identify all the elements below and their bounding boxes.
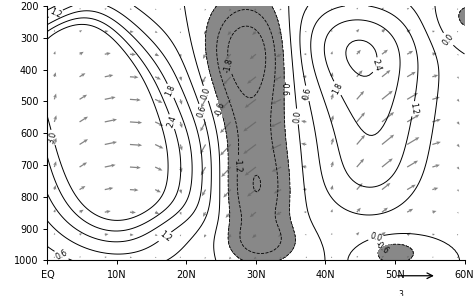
Text: -1.2: -1.2 <box>233 157 243 173</box>
Text: 0.0: 0.0 <box>200 86 212 100</box>
Text: 0.6: 0.6 <box>54 248 69 262</box>
Text: 0.0: 0.0 <box>369 231 383 243</box>
Text: 0.6: 0.6 <box>195 104 208 118</box>
Text: 1.2: 1.2 <box>48 7 63 20</box>
Text: 1.2: 1.2 <box>408 102 419 115</box>
Text: 3: 3 <box>399 290 403 296</box>
Text: 1.8: 1.8 <box>331 81 344 96</box>
Text: 2.4: 2.4 <box>166 115 178 129</box>
Text: 0.0: 0.0 <box>441 32 456 47</box>
Text: 3.0: 3.0 <box>47 131 59 144</box>
Text: 0.6: 0.6 <box>301 86 313 100</box>
Text: 2.4: 2.4 <box>370 58 382 72</box>
Text: 1.2: 1.2 <box>157 229 173 244</box>
Text: -1.8: -1.8 <box>223 57 235 73</box>
Text: 0.0: 0.0 <box>292 110 302 123</box>
Text: -0.6: -0.6 <box>374 239 391 256</box>
Text: -0.6: -0.6 <box>214 100 227 117</box>
Text: -0.6: -0.6 <box>280 81 289 96</box>
Text: 1.8: 1.8 <box>164 83 177 98</box>
